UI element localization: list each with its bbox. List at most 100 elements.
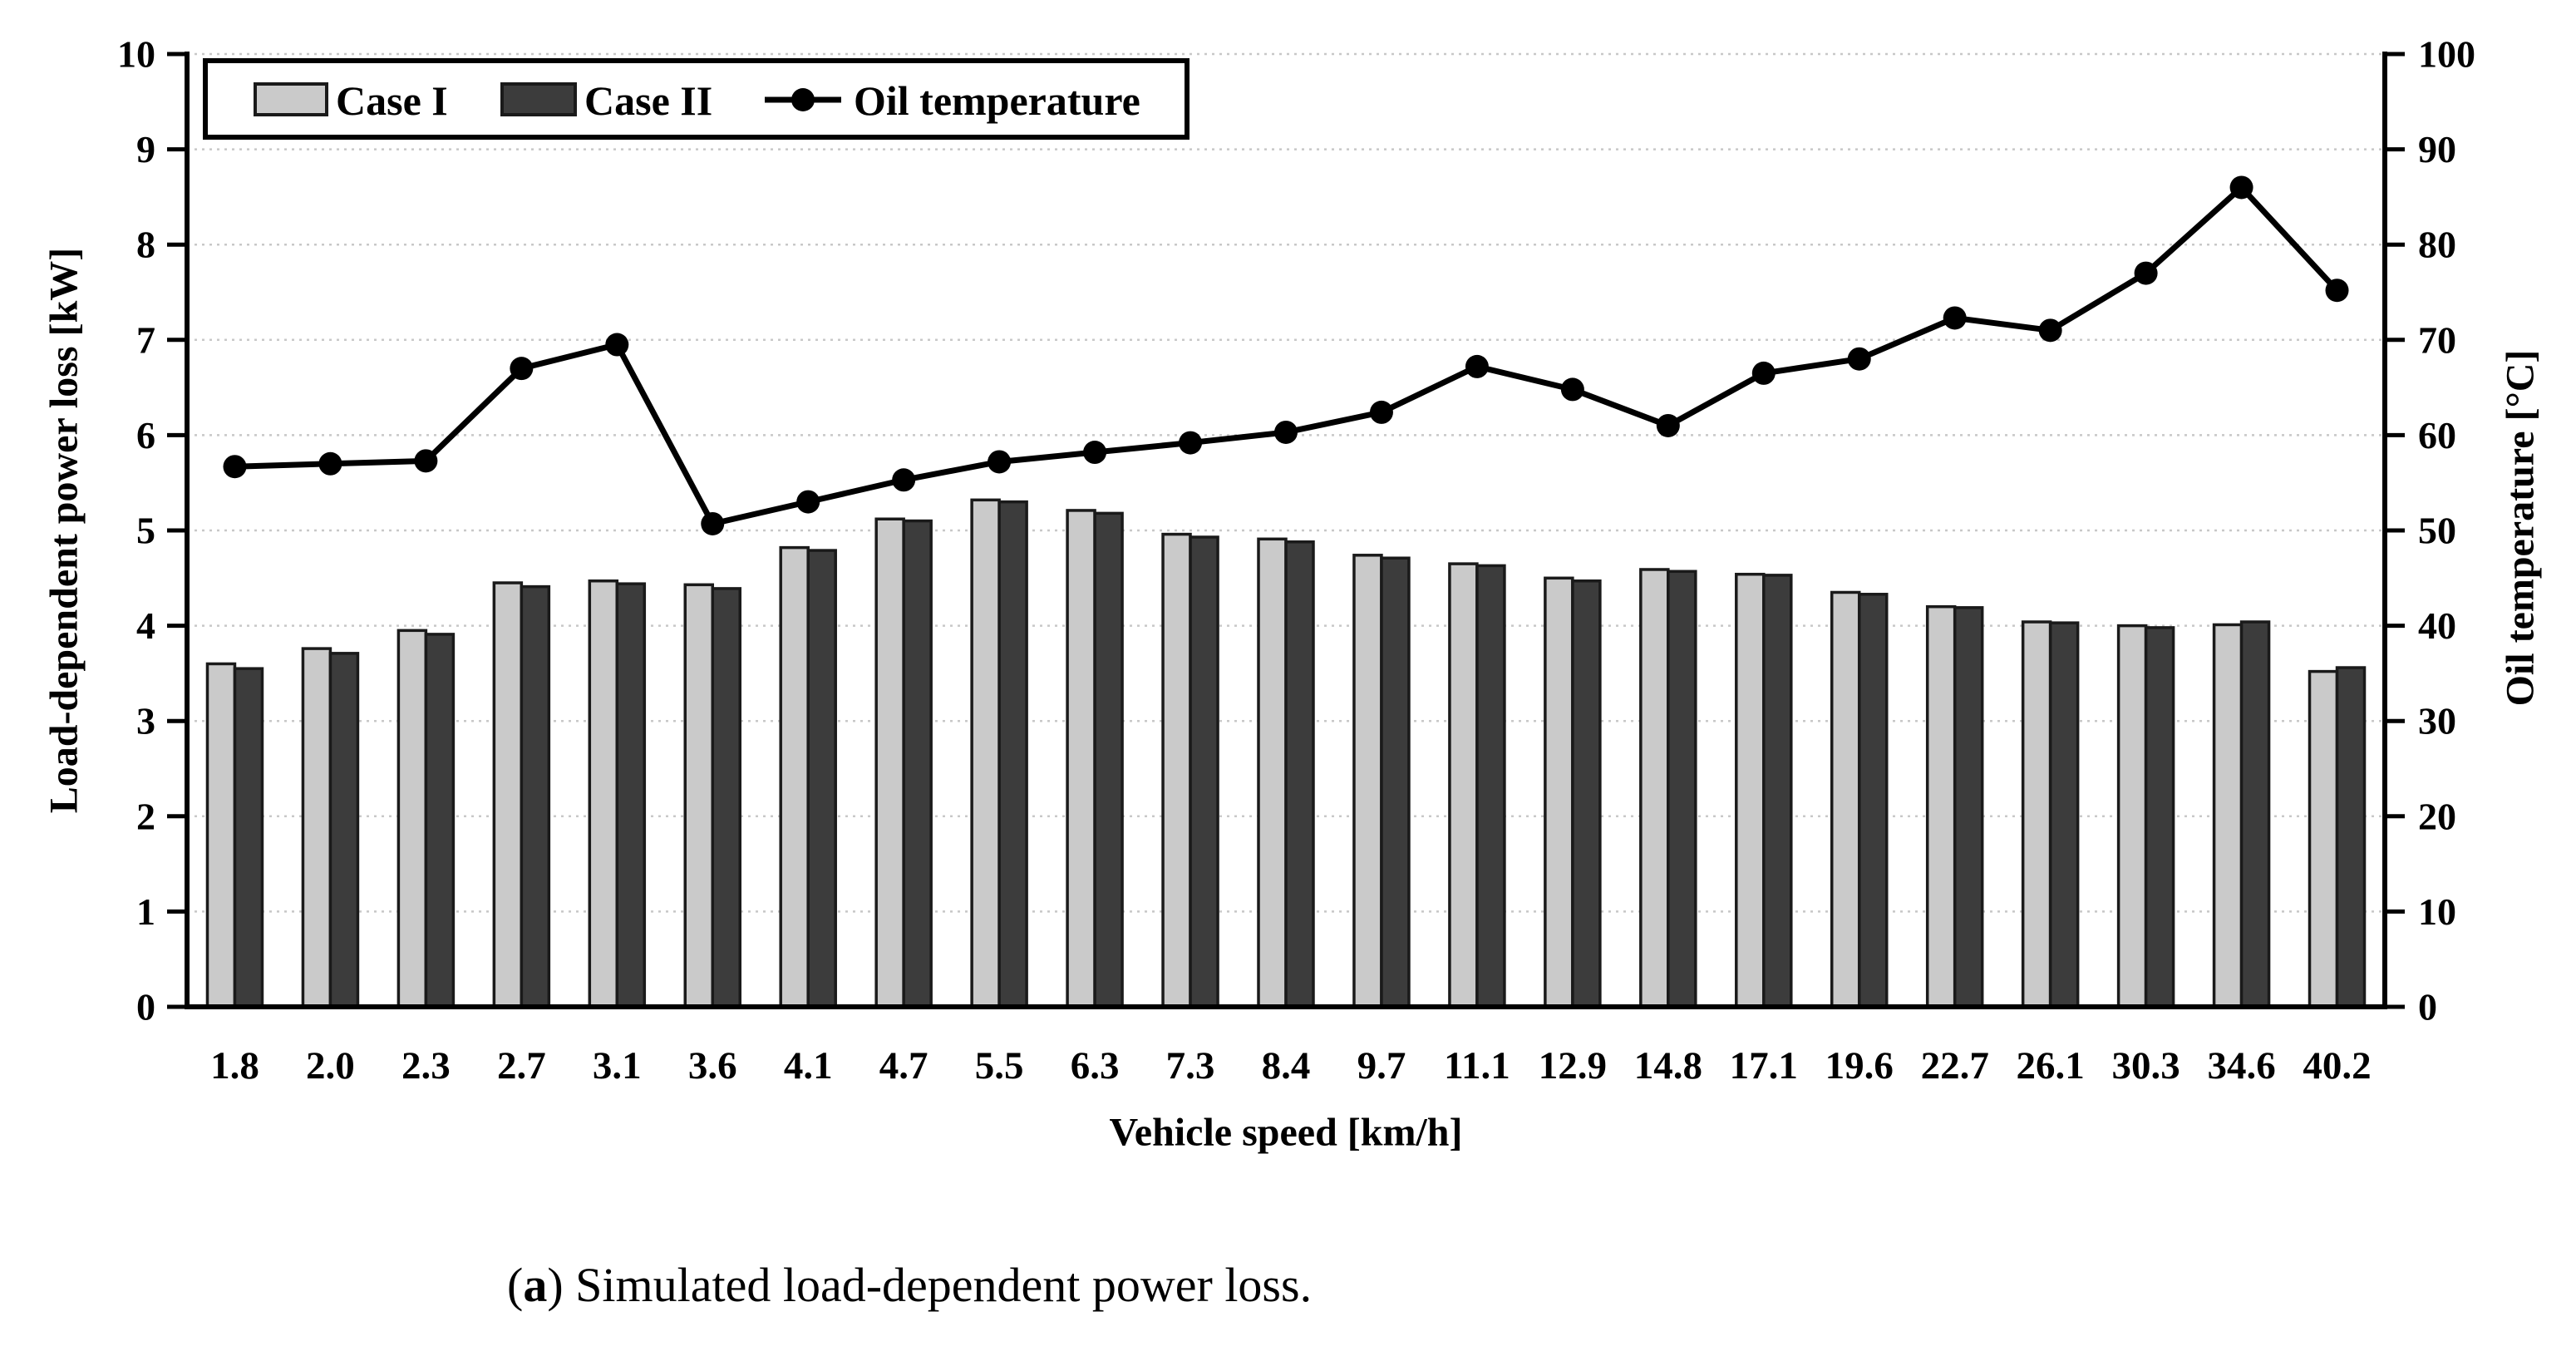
x-tick-label-11.1: 11.1 bbox=[1444, 1044, 1510, 1087]
oil-temp-point-1.8 bbox=[223, 455, 247, 479]
oil-temp-point-19.6 bbox=[1847, 347, 1871, 371]
x-axis-title: Vehicle speed [km/h] bbox=[1110, 1111, 1463, 1155]
oil-temp-point-17.1 bbox=[1751, 361, 1776, 385]
bar-case-i-11.1 bbox=[1448, 562, 1479, 1008]
caption-panel-letter: a bbox=[523, 1258, 548, 1312]
x-tick-label-8.4: 8.4 bbox=[1262, 1044, 1311, 1087]
oil-temp-point-30.3 bbox=[2134, 261, 2158, 285]
bar-case-i-6.3 bbox=[1066, 509, 1096, 1008]
left-tick-label-2: 2 bbox=[136, 795, 155, 837]
left-tick-label-9: 9 bbox=[136, 128, 155, 170]
bar-case-i-2.7 bbox=[492, 581, 524, 1008]
bar-case-ii-11.1 bbox=[1475, 564, 1506, 1008]
right-tick-label-30: 30 bbox=[2418, 700, 2456, 742]
oil-temp-point-4.1 bbox=[796, 490, 820, 514]
x-tick-label-6.3: 6.3 bbox=[1071, 1044, 1120, 1087]
x-tick-label-30.3: 30.3 bbox=[2111, 1044, 2180, 1087]
legend-swatch-case-ii bbox=[500, 82, 577, 116]
oil-temp-point-4.7 bbox=[892, 468, 916, 492]
bar-case-ii-3.1 bbox=[615, 582, 647, 1008]
oil-temp-point-5.5 bbox=[988, 450, 1012, 474]
left-tick-label-0: 0 bbox=[136, 986, 155, 1028]
left-tick-label-1: 1 bbox=[136, 890, 155, 933]
x-tick-label-2.3: 2.3 bbox=[401, 1044, 451, 1087]
bar-case-ii-34.6 bbox=[2239, 620, 2271, 1008]
bar-case-ii-8.4 bbox=[1284, 540, 1315, 1008]
right-tick-label-60: 60 bbox=[2418, 414, 2456, 456]
legend-label-case-i: Case I bbox=[336, 77, 448, 124]
oil-temp-point-2.7 bbox=[510, 357, 534, 381]
bar-case-ii-30.3 bbox=[2144, 626, 2175, 1008]
bar-case-ii-26.1 bbox=[2048, 621, 2080, 1008]
oil-temp-point-14.8 bbox=[1656, 413, 1680, 437]
right-tick-label-40: 40 bbox=[2418, 604, 2456, 647]
x-tick-label-3.1: 3.1 bbox=[593, 1044, 642, 1087]
bar-case-ii-2.0 bbox=[328, 652, 360, 1008]
oil-temp-point-2.0 bbox=[318, 451, 342, 476]
legend-line-marker bbox=[791, 88, 815, 111]
bar-case-i-26.1 bbox=[2021, 620, 2052, 1008]
legend-box bbox=[203, 58, 1189, 140]
right-axis-title: Oil temperature [°C] bbox=[2499, 350, 2543, 707]
x-tick-label-7.3: 7.3 bbox=[1166, 1044, 1215, 1087]
bar-case-i-7.3 bbox=[1161, 532, 1192, 1008]
x-tick-label-14.8: 14.8 bbox=[1634, 1044, 1702, 1087]
bar-case-i-1.8 bbox=[205, 662, 237, 1008]
x-tick-label-40.2: 40.2 bbox=[2303, 1044, 2371, 1087]
bar-case-ii-1.8 bbox=[233, 667, 264, 1008]
oil-temp-point-22.7 bbox=[1943, 306, 1967, 330]
right-tick-label-90: 90 bbox=[2418, 128, 2456, 170]
x-tick-label-34.6: 34.6 bbox=[2207, 1044, 2275, 1087]
oil-temp-point-3.6 bbox=[701, 511, 725, 535]
x-tick-label-4.1: 4.1 bbox=[784, 1044, 833, 1087]
bar-case-i-19.6 bbox=[1830, 590, 1861, 1008]
bar-case-ii-17.1 bbox=[1762, 574, 1793, 1008]
legend-swatch-case-i bbox=[254, 82, 328, 116]
left-tick-label-4: 4 bbox=[136, 604, 155, 647]
left-tick-label-10: 10 bbox=[117, 33, 155, 76]
bar-case-i-3.1 bbox=[588, 579, 619, 1008]
bar-case-i-9.7 bbox=[1352, 554, 1383, 1008]
x-tick-label-9.7: 9.7 bbox=[1357, 1044, 1406, 1087]
x-tick-label-5.5: 5.5 bbox=[975, 1044, 1024, 1087]
bar-case-ii-14.8 bbox=[1667, 570, 1697, 1008]
right-tick-label-10: 10 bbox=[2418, 890, 2456, 933]
bar-case-i-4.1 bbox=[779, 545, 810, 1008]
oil-temp-point-7.3 bbox=[1179, 431, 1203, 455]
x-tick-label-4.7: 4.7 bbox=[879, 1044, 928, 1087]
oil-temp-point-9.7 bbox=[1369, 400, 1393, 424]
bar-case-ii-4.1 bbox=[806, 549, 837, 1008]
bar-case-i-2.3 bbox=[396, 629, 428, 1008]
legend-label-case-ii: Case II bbox=[584, 77, 712, 124]
bar-case-i-3.6 bbox=[683, 583, 715, 1008]
figure-caption: (a) Simulated load-dependent power loss. bbox=[507, 1257, 1312, 1313]
bar-case-i-34.6 bbox=[2212, 623, 2244, 1008]
x-tick-label-2.0: 2.0 bbox=[306, 1044, 355, 1087]
oil-temp-point-6.3 bbox=[1083, 441, 1107, 465]
left-tick-label-5: 5 bbox=[136, 510, 155, 552]
oil-temp-point-2.3 bbox=[414, 449, 438, 473]
x-tick-label-1.8: 1.8 bbox=[210, 1044, 259, 1087]
x-tick-label-26.1: 26.1 bbox=[2017, 1044, 2085, 1087]
caption-paren-open: ( bbox=[507, 1258, 524, 1312]
oil-temp-point-11.1 bbox=[1465, 354, 1489, 378]
bar-case-ii-2.7 bbox=[520, 584, 551, 1008]
bar-case-ii-5.5 bbox=[997, 500, 1028, 1008]
right-tick-label-0: 0 bbox=[2418, 986, 2437, 1028]
legend-label-oil-temperature: Oil temperature bbox=[854, 77, 1140, 124]
bar-case-i-17.1 bbox=[1735, 572, 1766, 1008]
x-tick-label-22.7: 22.7 bbox=[1921, 1044, 1989, 1087]
bar-case-ii-19.6 bbox=[1857, 593, 1889, 1008]
oil-temp-point-40.2 bbox=[2325, 279, 2349, 303]
bar-case-ii-22.7 bbox=[1953, 606, 1984, 1008]
bar-case-ii-9.7 bbox=[1380, 556, 1411, 1008]
x-tick-label-17.1: 17.1 bbox=[1730, 1044, 1798, 1087]
bar-case-ii-4.7 bbox=[902, 519, 933, 1008]
bar-case-ii-3.6 bbox=[711, 587, 742, 1008]
left-tick-label-7: 7 bbox=[136, 318, 155, 361]
x-tick-label-12.9: 12.9 bbox=[1539, 1044, 1607, 1087]
oil-temp-point-3.1 bbox=[605, 333, 629, 357]
oil-temp-point-26.1 bbox=[2038, 318, 2062, 343]
x-tick-label-19.6: 19.6 bbox=[1825, 1044, 1894, 1087]
